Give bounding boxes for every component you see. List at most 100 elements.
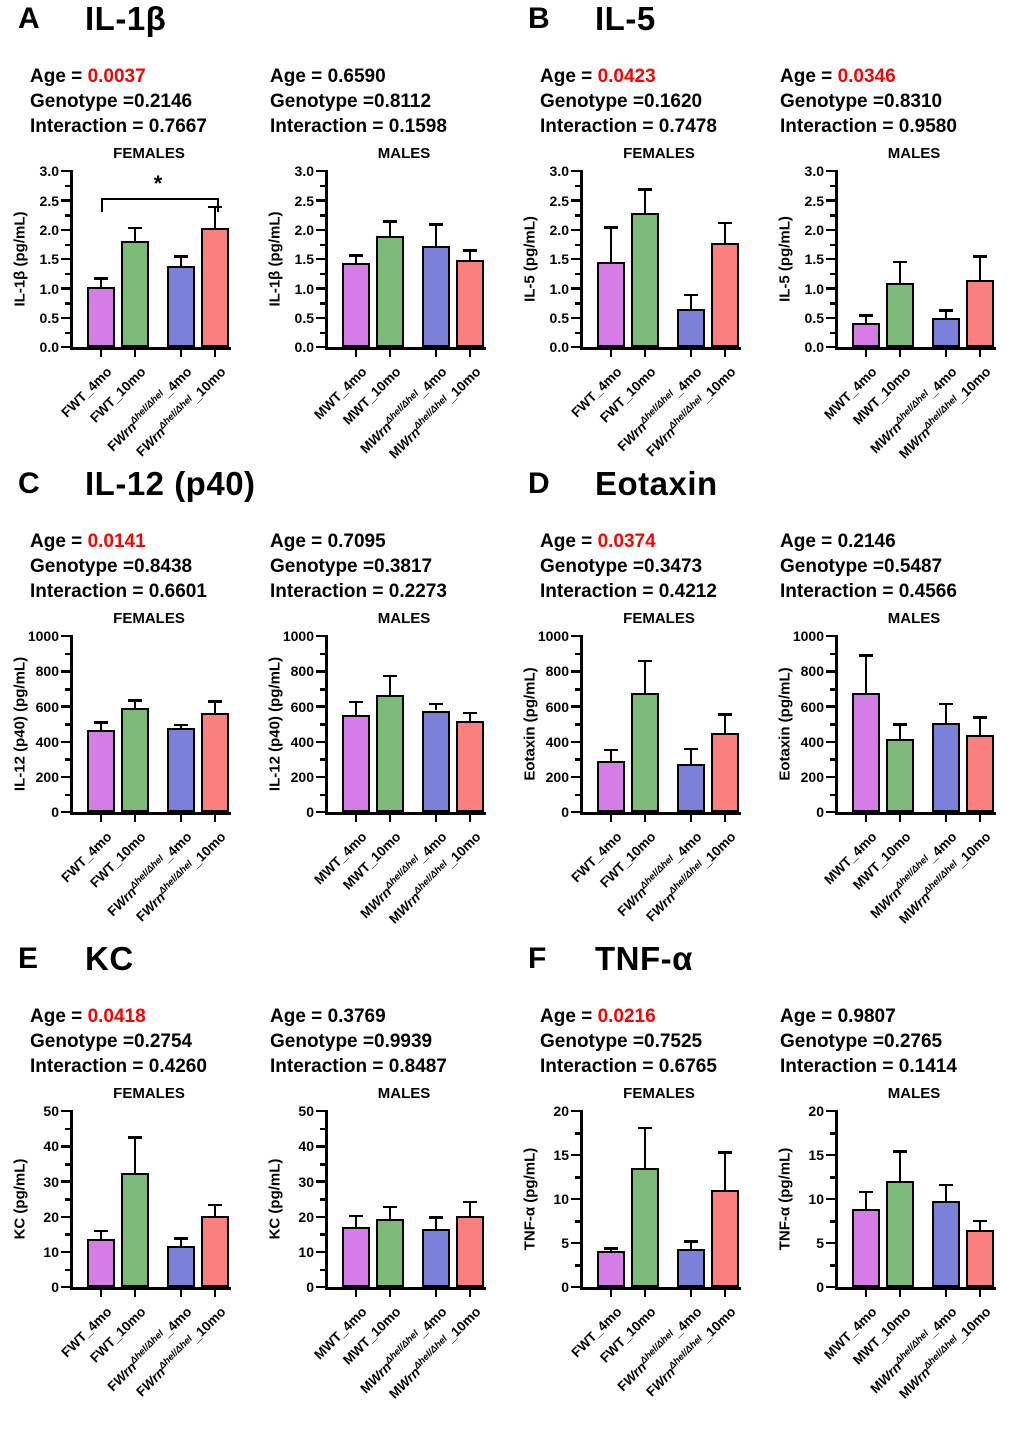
error-bar xyxy=(468,712,472,722)
y-tick xyxy=(571,287,583,290)
chart-sex-title: FEMALES xyxy=(113,610,185,628)
panel-letter: E xyxy=(18,942,39,975)
bar xyxy=(121,241,149,348)
chart-il5-females: FEMALES IL-5 (pg/mL) 0.0 0.5 1.0 1.5 2.0 2.5 3.0… xyxy=(516,145,765,460)
x-tick xyxy=(133,347,137,358)
stat-value: 0.1620 xyxy=(644,91,703,113)
panel-header: C IL-12 (p40) xyxy=(0,465,510,521)
x-tick xyxy=(898,347,902,358)
bar xyxy=(886,738,914,813)
error-bar-cap xyxy=(349,254,363,257)
y-tick-label: 400 xyxy=(290,733,314,750)
stat-value: 0.0346 xyxy=(837,66,896,87)
error-bar-cap xyxy=(684,747,698,751)
y-minor-tick xyxy=(65,793,73,797)
y-tick-label: 200 xyxy=(290,769,314,786)
error-bar xyxy=(354,255,358,263)
y-tick-label: 1.0 xyxy=(294,280,314,297)
y-tick-label: 2.5 xyxy=(549,192,569,209)
y-tick xyxy=(571,1153,583,1157)
charts-row: FEMALES IL-12 (p40) (pg/mL) 0 200 400 600 800 1… xyxy=(0,610,510,927)
y-tick xyxy=(61,705,73,708)
y-tick-label: 1.5 xyxy=(804,251,824,268)
panel-d: D Eotaxin Age = 0.0374 Genotype =0.3473 … xyxy=(510,465,1020,940)
stat-value: 0.3817 xyxy=(374,556,433,578)
y-tick xyxy=(826,740,838,744)
y-tick-label: 400 xyxy=(800,733,824,750)
y-tick xyxy=(826,810,838,814)
y-tick xyxy=(316,1109,328,1113)
error-bar xyxy=(864,315,868,323)
error-bar-cap xyxy=(94,277,108,280)
y-tick-label: 1000 xyxy=(27,628,59,645)
y-minor-tick xyxy=(65,1127,73,1131)
y-tick xyxy=(571,1285,583,1289)
y-tick xyxy=(826,1197,838,1201)
bar xyxy=(711,1190,739,1288)
x-tick xyxy=(723,1287,727,1298)
charts-row: FEMALES TNF-α (pg/mL) 0 5 10 15 20 FWT_4mo FWT_1… xyxy=(510,1085,1020,1402)
error-bar xyxy=(354,702,358,715)
y-tick-label: 0.5 xyxy=(39,309,59,326)
error-bar xyxy=(723,714,727,734)
stat-age: Age = 0.9807 xyxy=(780,1004,1020,1029)
bar xyxy=(167,1246,195,1288)
stat-interaction: Interaction = 0.4212 xyxy=(540,579,780,604)
stat-interaction: Interaction = 0.2273 xyxy=(270,579,510,604)
error-bar-cap xyxy=(383,220,397,223)
y-tick-label: 3.0 xyxy=(804,163,824,180)
y-minor-tick xyxy=(830,331,838,335)
y-tick xyxy=(826,1109,838,1113)
bar xyxy=(87,730,115,813)
y-tick xyxy=(61,740,73,744)
y-tick-label: 0 xyxy=(816,804,824,821)
stat-value: 0.2754 xyxy=(134,1031,193,1053)
y-tick xyxy=(61,228,73,232)
y-minor-tick xyxy=(65,272,73,276)
y-minor-tick xyxy=(320,331,328,335)
y-minor-tick xyxy=(830,793,838,797)
error-bar-cap xyxy=(973,716,987,719)
y-tick xyxy=(316,1215,328,1219)
y-tick-label: 3.0 xyxy=(39,163,59,180)
bar xyxy=(121,1172,149,1288)
error-bar xyxy=(388,675,392,696)
stat-value: 0.0037 xyxy=(87,66,146,87)
y-minor-tick xyxy=(830,652,838,656)
stats-males: Age = 0.6590 Genotype =0.8112 Interactio… xyxy=(270,64,510,139)
x-tick-label-part: _10mo xyxy=(952,1304,994,1346)
bar xyxy=(852,322,880,348)
error-bar xyxy=(179,725,183,729)
stat-interaction: Interaction = 0.1414 xyxy=(780,1054,1020,1079)
stat-value: 0.8487 xyxy=(388,1056,447,1078)
x-tick xyxy=(179,1287,183,1298)
bar xyxy=(342,1226,370,1288)
stat-label: Age = xyxy=(780,531,838,552)
y-tick-label: 0 xyxy=(306,1279,314,1296)
x-tick xyxy=(978,812,982,823)
error-bar xyxy=(609,1248,613,1252)
error-bar-cap xyxy=(429,1216,443,1219)
panel-letter: C xyxy=(18,467,40,500)
stat-interaction: Interaction = 0.6765 xyxy=(540,1054,780,1079)
stat-value: 0.7095 xyxy=(327,531,386,552)
error-bar-cap xyxy=(94,1229,108,1233)
y-tick-label: 50 xyxy=(43,1103,59,1120)
y-minor-tick xyxy=(830,272,838,276)
bar xyxy=(456,259,484,348)
y-minor-tick xyxy=(575,243,583,247)
stat-label: Age = xyxy=(270,531,328,552)
y-minor-tick xyxy=(830,1220,838,1223)
y-tick xyxy=(826,345,838,349)
stat-label: Age = xyxy=(30,1006,88,1027)
y-minor-tick xyxy=(65,1163,73,1166)
x-tick-label: FWT_4mo xyxy=(494,1304,624,1435)
y-tick-label: 3.0 xyxy=(294,163,314,180)
error-bar xyxy=(213,1205,217,1217)
y-tick-label: 10 xyxy=(808,1191,824,1208)
plot-area: 0 200 400 600 800 1000 xyxy=(283,628,486,823)
y-minor-tick xyxy=(65,243,73,247)
bar xyxy=(677,764,705,813)
y-minor-tick xyxy=(575,652,583,656)
charts-row: FEMALES IL-1β (pg/mL) 0.0 0.5 1.0 1.5 2.0 2.5 3.… xyxy=(0,145,510,462)
